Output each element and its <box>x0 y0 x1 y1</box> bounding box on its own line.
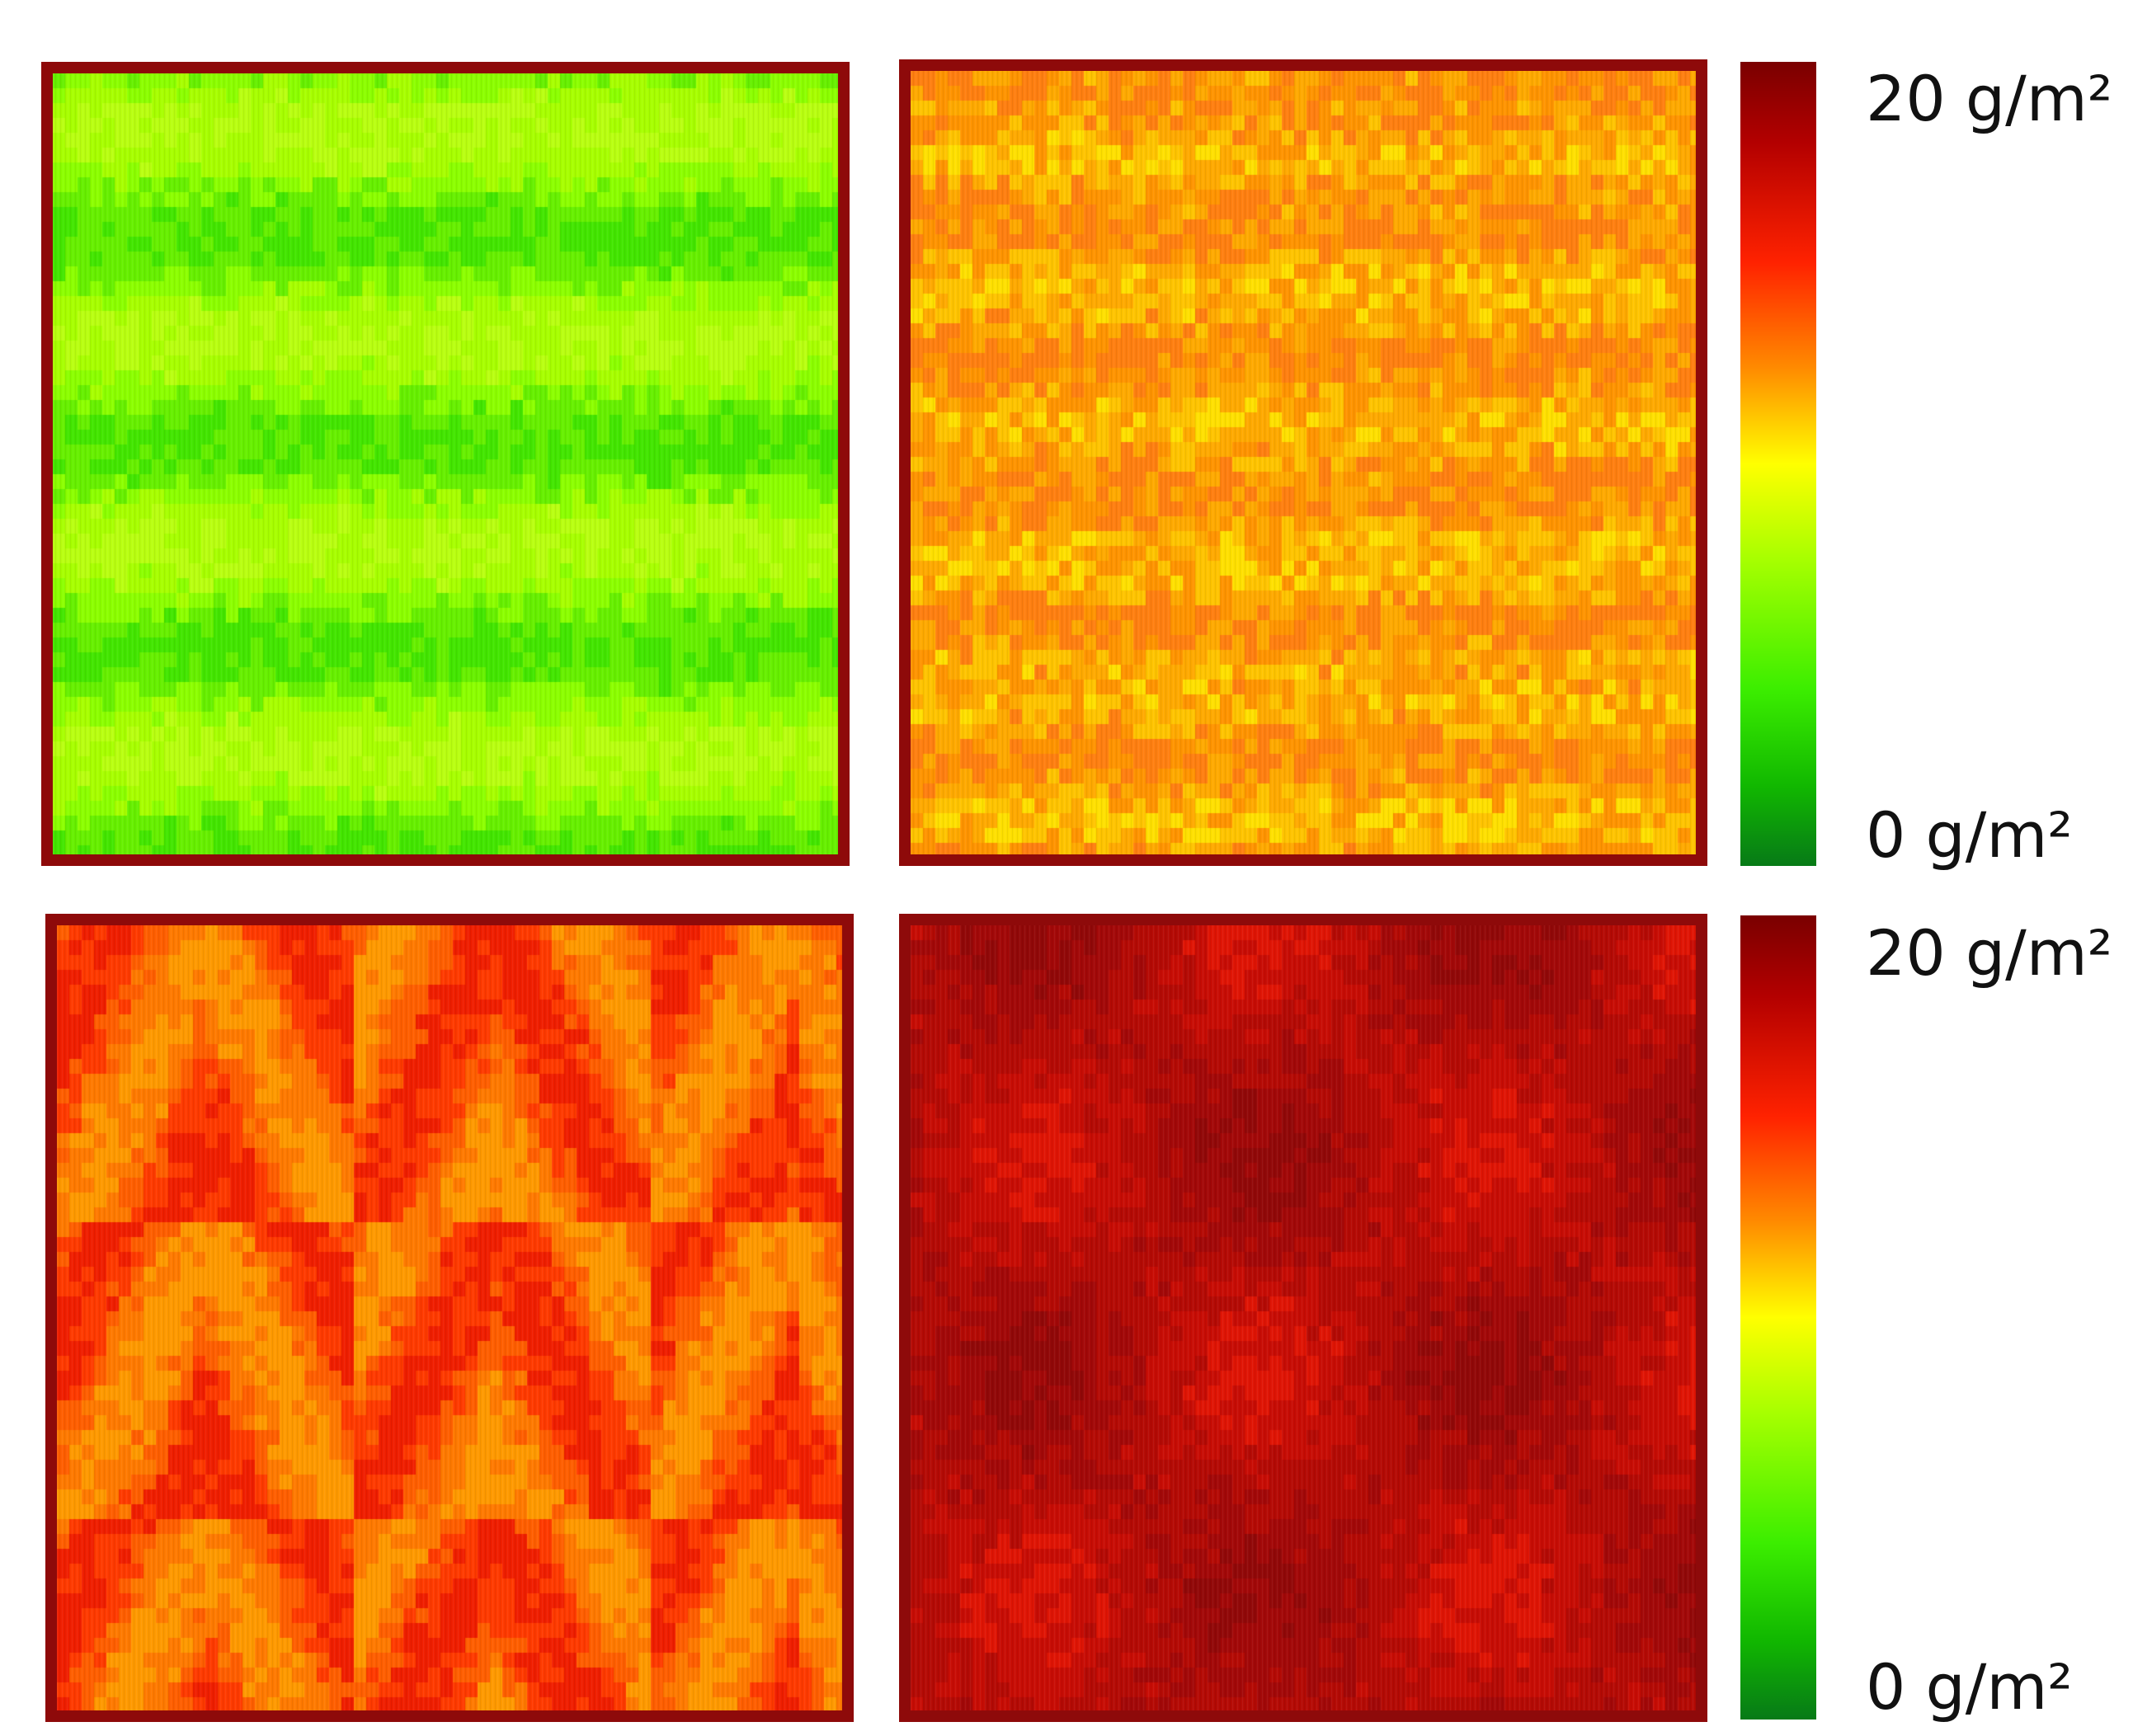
heatmap-top-right <box>899 59 1707 866</box>
heatmap-bottom-right <box>899 914 1707 1722</box>
heatmap-bottom-left <box>45 914 854 1722</box>
colorbar-top <box>1740 62 1816 866</box>
heatmap-top-left <box>41 62 850 866</box>
colorbar-bottom <box>1740 915 1816 1720</box>
heatmap-canvas <box>911 925 1696 1710</box>
colorbar-top-min-label: 0 g/m² <box>1866 798 2073 872</box>
colorbar-top-max-label: 20 g/m² <box>1866 62 2113 135</box>
colorbar-bottom-min-label: 0 g/m² <box>1866 1650 2073 1724</box>
heatmap-canvas <box>57 925 842 1710</box>
heatmap-canvas <box>911 71 1696 854</box>
colorbar-bottom-max-label: 20 g/m² <box>1866 916 2113 990</box>
heatmap-canvas <box>53 73 838 854</box>
